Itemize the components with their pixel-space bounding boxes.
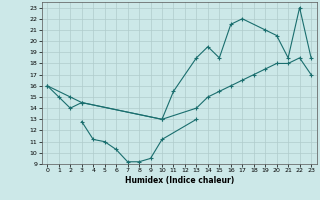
X-axis label: Humidex (Indice chaleur): Humidex (Indice chaleur) — [124, 176, 234, 185]
